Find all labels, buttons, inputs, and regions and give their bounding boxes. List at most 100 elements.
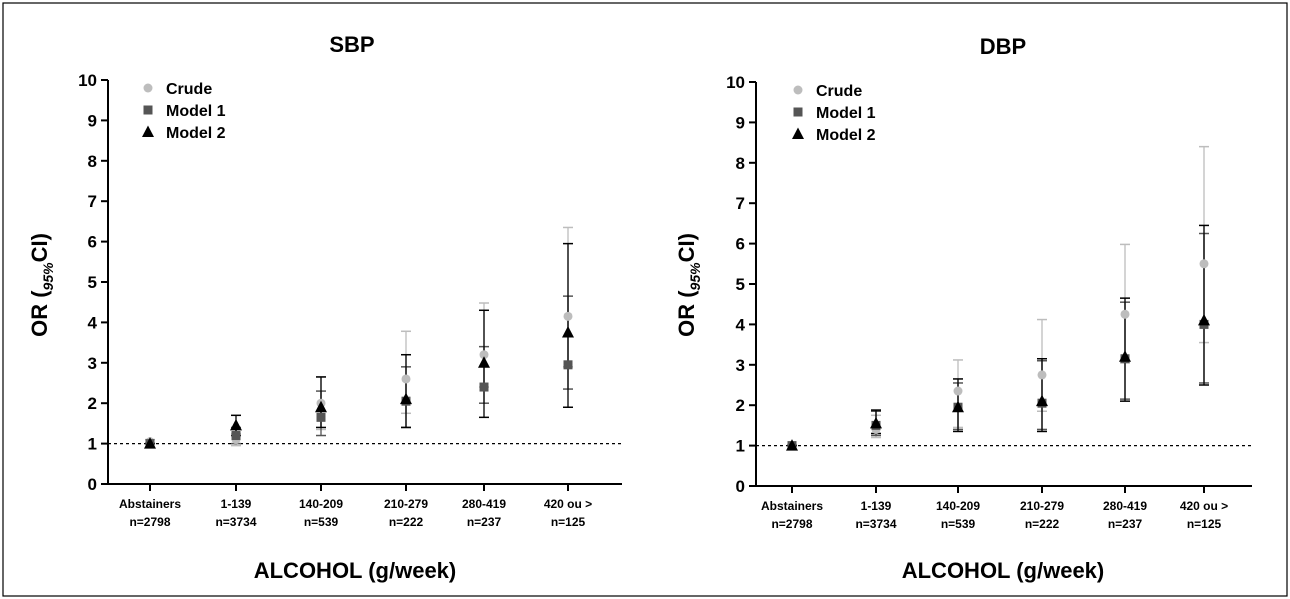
data-point-circle: [1199, 259, 1209, 269]
x-tick-count: n=539: [941, 517, 976, 531]
y-tick-label: 3: [88, 354, 97, 373]
data-point-square: [316, 412, 326, 422]
error-bar: [1199, 224, 1209, 386]
y-axis-label: OR (95%CI): [27, 233, 56, 337]
svg-text:OR (95%CI): OR (95%CI): [674, 233, 703, 337]
x-tick-label: 420 ou >: [1180, 499, 1228, 513]
x-tick-label: 210-279: [384, 497, 428, 511]
legend: Crude Model 1 Model 2: [792, 83, 876, 144]
x-tick-label: 210-279: [1020, 499, 1064, 513]
y-axis-label-post: CI): [674, 233, 699, 262]
x-categories: Abstainers n=2798 1-139 n=3734 140-209 n=539 2…: [761, 486, 1228, 531]
y-tick-label: 9: [736, 113, 745, 132]
chart-sbp: SBP ALCOHOL (g/week) OR (95%CI) 0 1 2 3 4 5 6 7…: [27, 32, 622, 583]
data-point-triangle: [478, 356, 490, 368]
data-point-triangle: [1119, 350, 1131, 362]
data-point-circle: [1037, 370, 1047, 380]
x-tick-label: 420 ou >: [544, 497, 592, 511]
chart-title: DBP: [980, 34, 1026, 59]
data-point-square: [563, 360, 573, 370]
x-tick-count: n=3734: [855, 517, 896, 531]
y-axis-label-post: CI): [27, 233, 52, 262]
y-tick-label: 1: [736, 437, 745, 456]
y-ticks: 0 1 2 3 4 5 6 7 8 9 10: [726, 73, 756, 496]
x-tick-label: 280-419: [462, 497, 506, 511]
x-tick-count: n=237: [467, 515, 502, 529]
data-point-circle: [401, 374, 411, 384]
x-tick-label: 140-209: [299, 497, 343, 511]
legend-label: Crude: [166, 81, 212, 98]
legend-label: Model 1: [166, 103, 226, 120]
points: [786, 259, 1210, 451]
legend-label: Model 2: [166, 125, 226, 142]
y-tick-label: 4: [736, 315, 746, 334]
y-tick-label: 1: [88, 435, 97, 454]
error-bar: [401, 353, 411, 429]
y-axis-label-main: OR (: [27, 290, 52, 337]
y-axis-label-sub: 95%: [40, 262, 56, 291]
data-point-square: [479, 382, 489, 392]
x-tick-label: 280-419: [1103, 499, 1147, 513]
y-axis-label: OR (95%CI): [674, 233, 703, 337]
error-bar: [563, 242, 573, 408]
data-point-triangle: [1036, 394, 1048, 407]
x-categories: Abstainers n=2798 1-139 n=3734 140-209 n=539 2…: [119, 484, 592, 529]
legend-marker-circle: [143, 83, 153, 93]
legend-marker-triangle: [792, 127, 804, 139]
chart-dbp: DBP ALCOHOL (g/week) OR (95%CI) 0 1 2 3 4 5 6 7…: [674, 34, 1252, 583]
y-tick-label: 6: [88, 233, 97, 252]
legend-marker-triangle: [142, 125, 154, 137]
y-tick-label: 7: [736, 194, 745, 213]
x-tick-count: n=3734: [215, 515, 256, 529]
y-tick-label: 4: [88, 313, 98, 332]
legend-label: Model 1: [816, 105, 876, 122]
y-axis-label-sub: 95%: [687, 262, 703, 291]
points: [144, 311, 574, 449]
y-tick-label: 10: [78, 71, 97, 90]
svg-text:OR (95%CI): OR (95%CI): [27, 233, 56, 337]
x-axis-label: ALCOHOL (g/week): [902, 558, 1105, 583]
y-tick-label: 9: [88, 111, 97, 130]
data-point-triangle: [870, 416, 882, 429]
y-tick-label: 6: [736, 235, 745, 254]
y-tick-label: 10: [726, 73, 745, 92]
x-tick-label: 1-139: [861, 499, 892, 513]
y-tick-label: 8: [88, 152, 97, 171]
y-tick-label: 8: [736, 154, 745, 173]
x-axis-label: ALCOHOL (g/week): [254, 558, 457, 583]
legend-marker-square: [143, 105, 153, 115]
data-point-triangle: [144, 437, 156, 449]
x-tick-count: n=237: [1108, 517, 1143, 531]
x-tick-count: n=2798: [129, 515, 170, 529]
x-tick-count: n=2798: [771, 517, 812, 531]
x-tick-count: n=222: [1025, 517, 1060, 531]
y-axis-label-main: OR (: [674, 290, 699, 337]
data-point-triangle: [786, 439, 798, 451]
x-tick-label: 1-139: [221, 497, 252, 511]
x-tick-count: n=125: [551, 515, 586, 529]
legend-marker-circle: [793, 85, 803, 95]
legend-label: Model 2: [816, 127, 876, 144]
data-point-circle: [1120, 309, 1130, 319]
legend-label: Crude: [816, 83, 862, 100]
legend-marker-square: [793, 107, 803, 117]
data-point-triangle: [400, 392, 412, 405]
x-tick-count: n=125: [1187, 517, 1222, 531]
y-tick-label: 7: [88, 192, 97, 211]
data-point-circle: [563, 311, 573, 321]
y-tick-label: 2: [736, 396, 745, 415]
data-point-triangle: [1198, 313, 1210, 326]
y-tick-label: 3: [736, 356, 745, 375]
data-point-triangle: [952, 400, 964, 413]
chart-title: SBP: [329, 32, 374, 57]
data-point-circle: [953, 386, 963, 396]
y-tick-label: 0: [736, 477, 745, 496]
legend: Crude Model 1 Model 2: [142, 81, 226, 142]
x-tick-count: n=539: [304, 515, 339, 529]
data-point-triangle: [315, 400, 327, 413]
y-tick-label: 0: [88, 475, 97, 494]
y-ticks: 0 1 2 3 4 5 6 7 8 9 10: [78, 71, 108, 494]
y-tick-label: 5: [88, 273, 97, 292]
